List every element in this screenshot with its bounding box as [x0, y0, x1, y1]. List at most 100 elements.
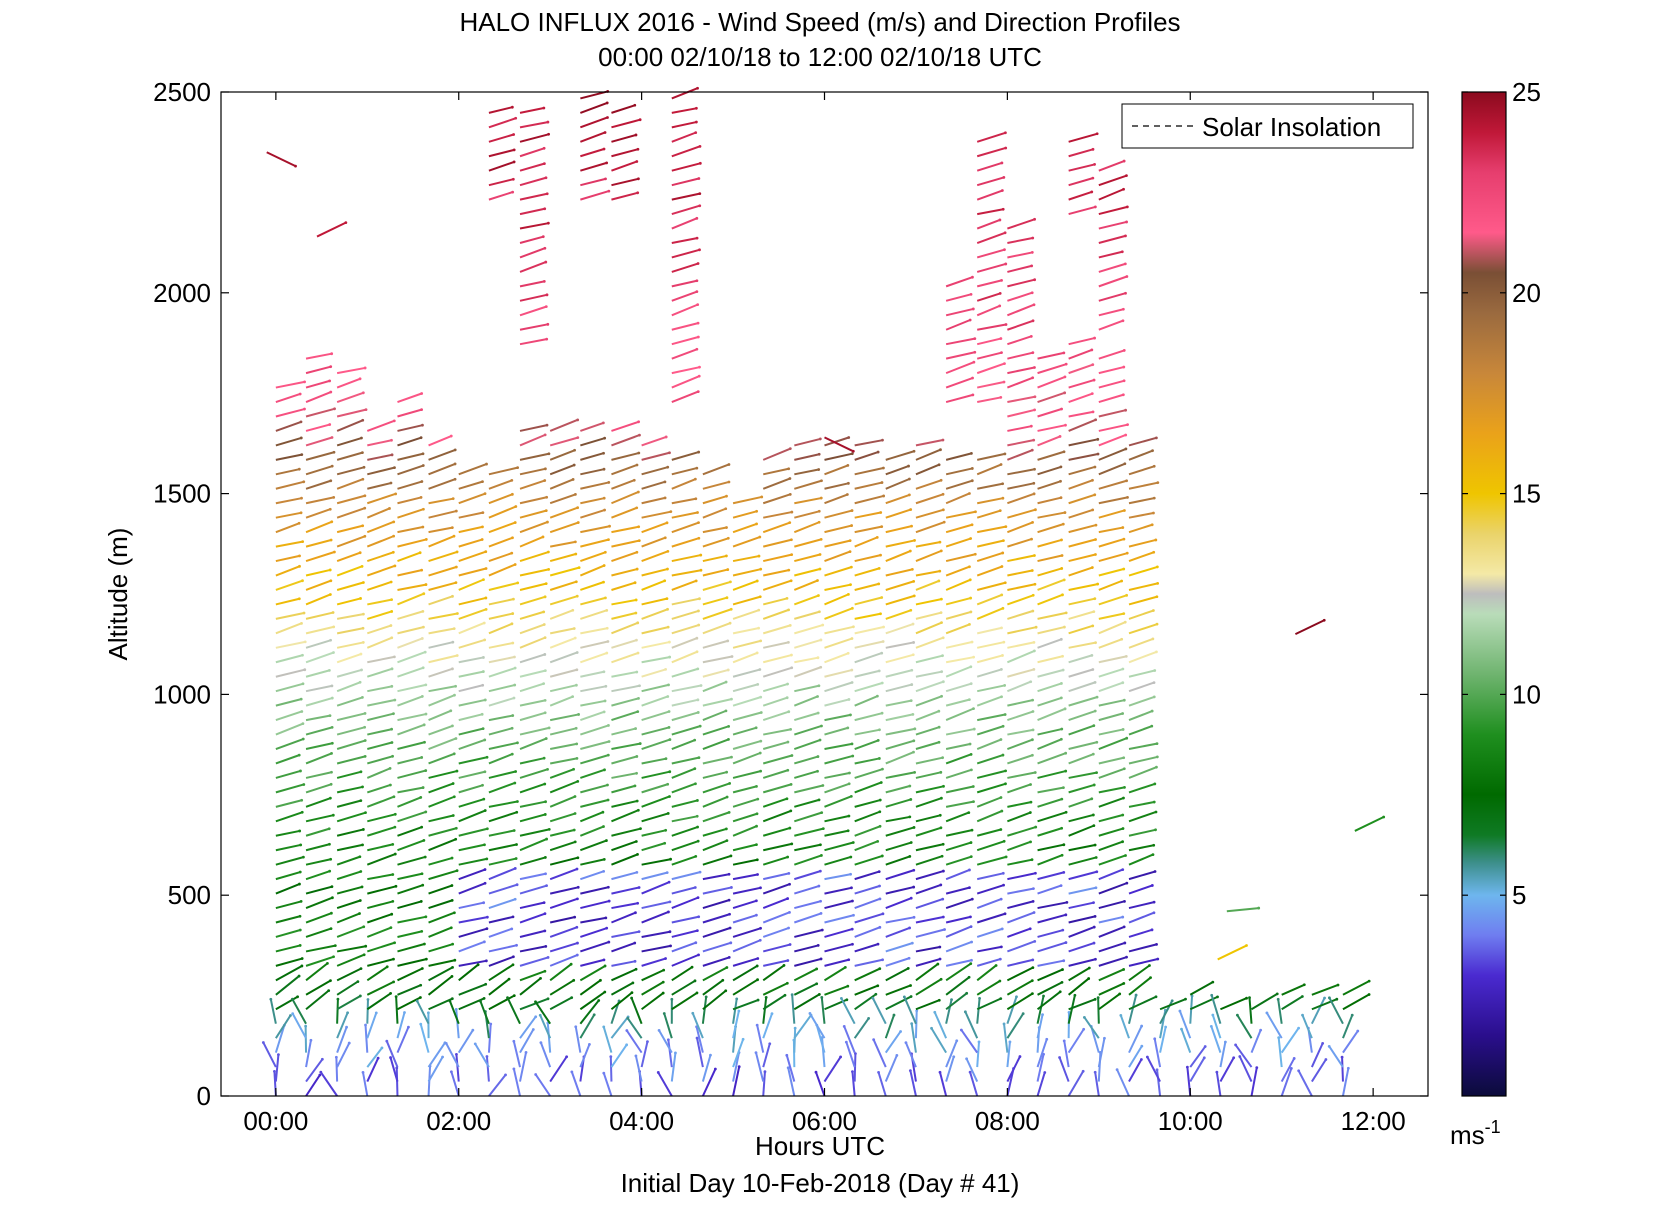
- wind-vector-head: [607, 740, 611, 743]
- y-tick-label: 1000: [153, 679, 211, 709]
- wind-vector-head: [727, 738, 730, 741]
- wind-vector: [671, 915, 699, 924]
- wind-vector: [1068, 479, 1093, 490]
- wind-vector-head: [301, 722, 305, 726]
- wind-vector: [1098, 868, 1124, 881]
- wind-vector: [762, 994, 786, 1011]
- wind-vector: [885, 841, 912, 852]
- wind-vector: [945, 925, 972, 938]
- wind-vector: [580, 699, 606, 707]
- wind-vector: [1037, 738, 1062, 750]
- wind-vector: [397, 583, 427, 591]
- wind-vector: [611, 784, 636, 794]
- wind-vector-head: [454, 684, 457, 688]
- wind-vector: [1068, 696, 1098, 707]
- wind-vector: [1037, 798, 1063, 808]
- wind-vector-head: [1091, 752, 1095, 756]
- wind-vector: [671, 290, 698, 302]
- wind-vector-head: [330, 770, 333, 774]
- wind-vector: [488, 770, 516, 779]
- wind-vector: [851, 1071, 856, 1097]
- wind-vector: [275, 738, 304, 750]
- wind-vector: [1007, 482, 1034, 490]
- wind-vector: [945, 641, 973, 649]
- wind-vector-head: [546, 956, 550, 959]
- wind-vector-head: [1178, 1009, 1182, 1013]
- wind-vector-head: [543, 246, 547, 250]
- wind-vector-head: [1064, 941, 1068, 944]
- wind-vector-head: [727, 724, 731, 728]
- wind-vector: [1068, 901, 1094, 910]
- wind-vector-head: [941, 438, 945, 442]
- wind-vector: [458, 901, 484, 910]
- wind-vector: [641, 536, 666, 548]
- wind-vector-head: [1062, 351, 1066, 355]
- wind-vector: [702, 738, 729, 750]
- wind-vector-head: [302, 611, 306, 615]
- wind-vector-head: [878, 925, 882, 929]
- wind-vector: [1007, 376, 1034, 389]
- wind-vector: [519, 623, 545, 635]
- wind-vector-head: [575, 668, 579, 672]
- wind-vector: [488, 655, 515, 664]
- wind-vector: [1219, 1041, 1227, 1068]
- wind-vector-head: [1058, 990, 1062, 994]
- wind-vector-head: [847, 814, 851, 818]
- wind-vector: [762, 897, 788, 909]
- wind-vector: [885, 539, 915, 548]
- wind-vector-head: [421, 452, 425, 456]
- wind-vector-head: [1124, 291, 1127, 295]
- wind-vector: [1189, 1057, 1206, 1083]
- wind-vector-head: [1021, 1012, 1025, 1016]
- wind-vector-head: [973, 552, 977, 556]
- wind-vector-head: [1001, 496, 1005, 500]
- wind-vector: [915, 570, 940, 577]
- wind-vector-head: [603, 768, 606, 772]
- wind-vector: [488, 963, 514, 982]
- wind-vector: [1007, 236, 1033, 244]
- wind-vector-head: [542, 901, 546, 905]
- wind-vector: [641, 757, 667, 765]
- wind-vector-head: [453, 693, 456, 697]
- wind-vector: [976, 855, 1007, 866]
- wind-vector-head: [819, 537, 823, 541]
- wind-vector: [485, 1056, 490, 1082]
- wind-vector: [630, 997, 643, 1025]
- wind-vector: [671, 992, 698, 1011]
- wind-vector: [305, 684, 333, 693]
- wind-vector: [1098, 308, 1124, 317]
- wind-vector: [794, 957, 822, 967]
- wind-vector-head: [663, 579, 667, 583]
- wind-vector-head: [539, 976, 542, 980]
- wind-vector: [1007, 291, 1033, 302]
- wind-vector: [696, 1037, 704, 1068]
- wind-vector-head: [639, 827, 642, 831]
- wind-vector: [820, 997, 826, 1024]
- wind-vector-head: [546, 767, 549, 771]
- wind-vector: [519, 467, 546, 476]
- wind-vector-head: [787, 608, 791, 612]
- wind-vector-head: [605, 926, 609, 930]
- wind-vector-head: [969, 682, 973, 686]
- wind-vector: [824, 593, 849, 606]
- wind-vector: [1037, 567, 1062, 577]
- wind-vector-head: [546, 322, 550, 326]
- wind-vector: [1098, 699, 1125, 707]
- wind-vector: [762, 797, 788, 808]
- wind-vector-head: [299, 420, 303, 424]
- wind-vector: [885, 897, 912, 909]
- wind-vector: [570, 1071, 582, 1097]
- wind-vector: [1007, 594, 1034, 606]
- x-tick-label: 00:00: [243, 1106, 308, 1136]
- wind-vector-head: [1029, 783, 1032, 786]
- wind-vector-head: [1265, 1011, 1269, 1015]
- wind-vector-head: [543, 653, 547, 656]
- wind-vector: [479, 1000, 490, 1025]
- wind-vector-head: [363, 739, 367, 742]
- wind-vector-head: [847, 698, 851, 701]
- wind-vector: [671, 521, 699, 534]
- wind-vector-head: [670, 997, 674, 1001]
- wind-vector-head: [327, 989, 331, 993]
- wind-vector: [305, 979, 331, 996]
